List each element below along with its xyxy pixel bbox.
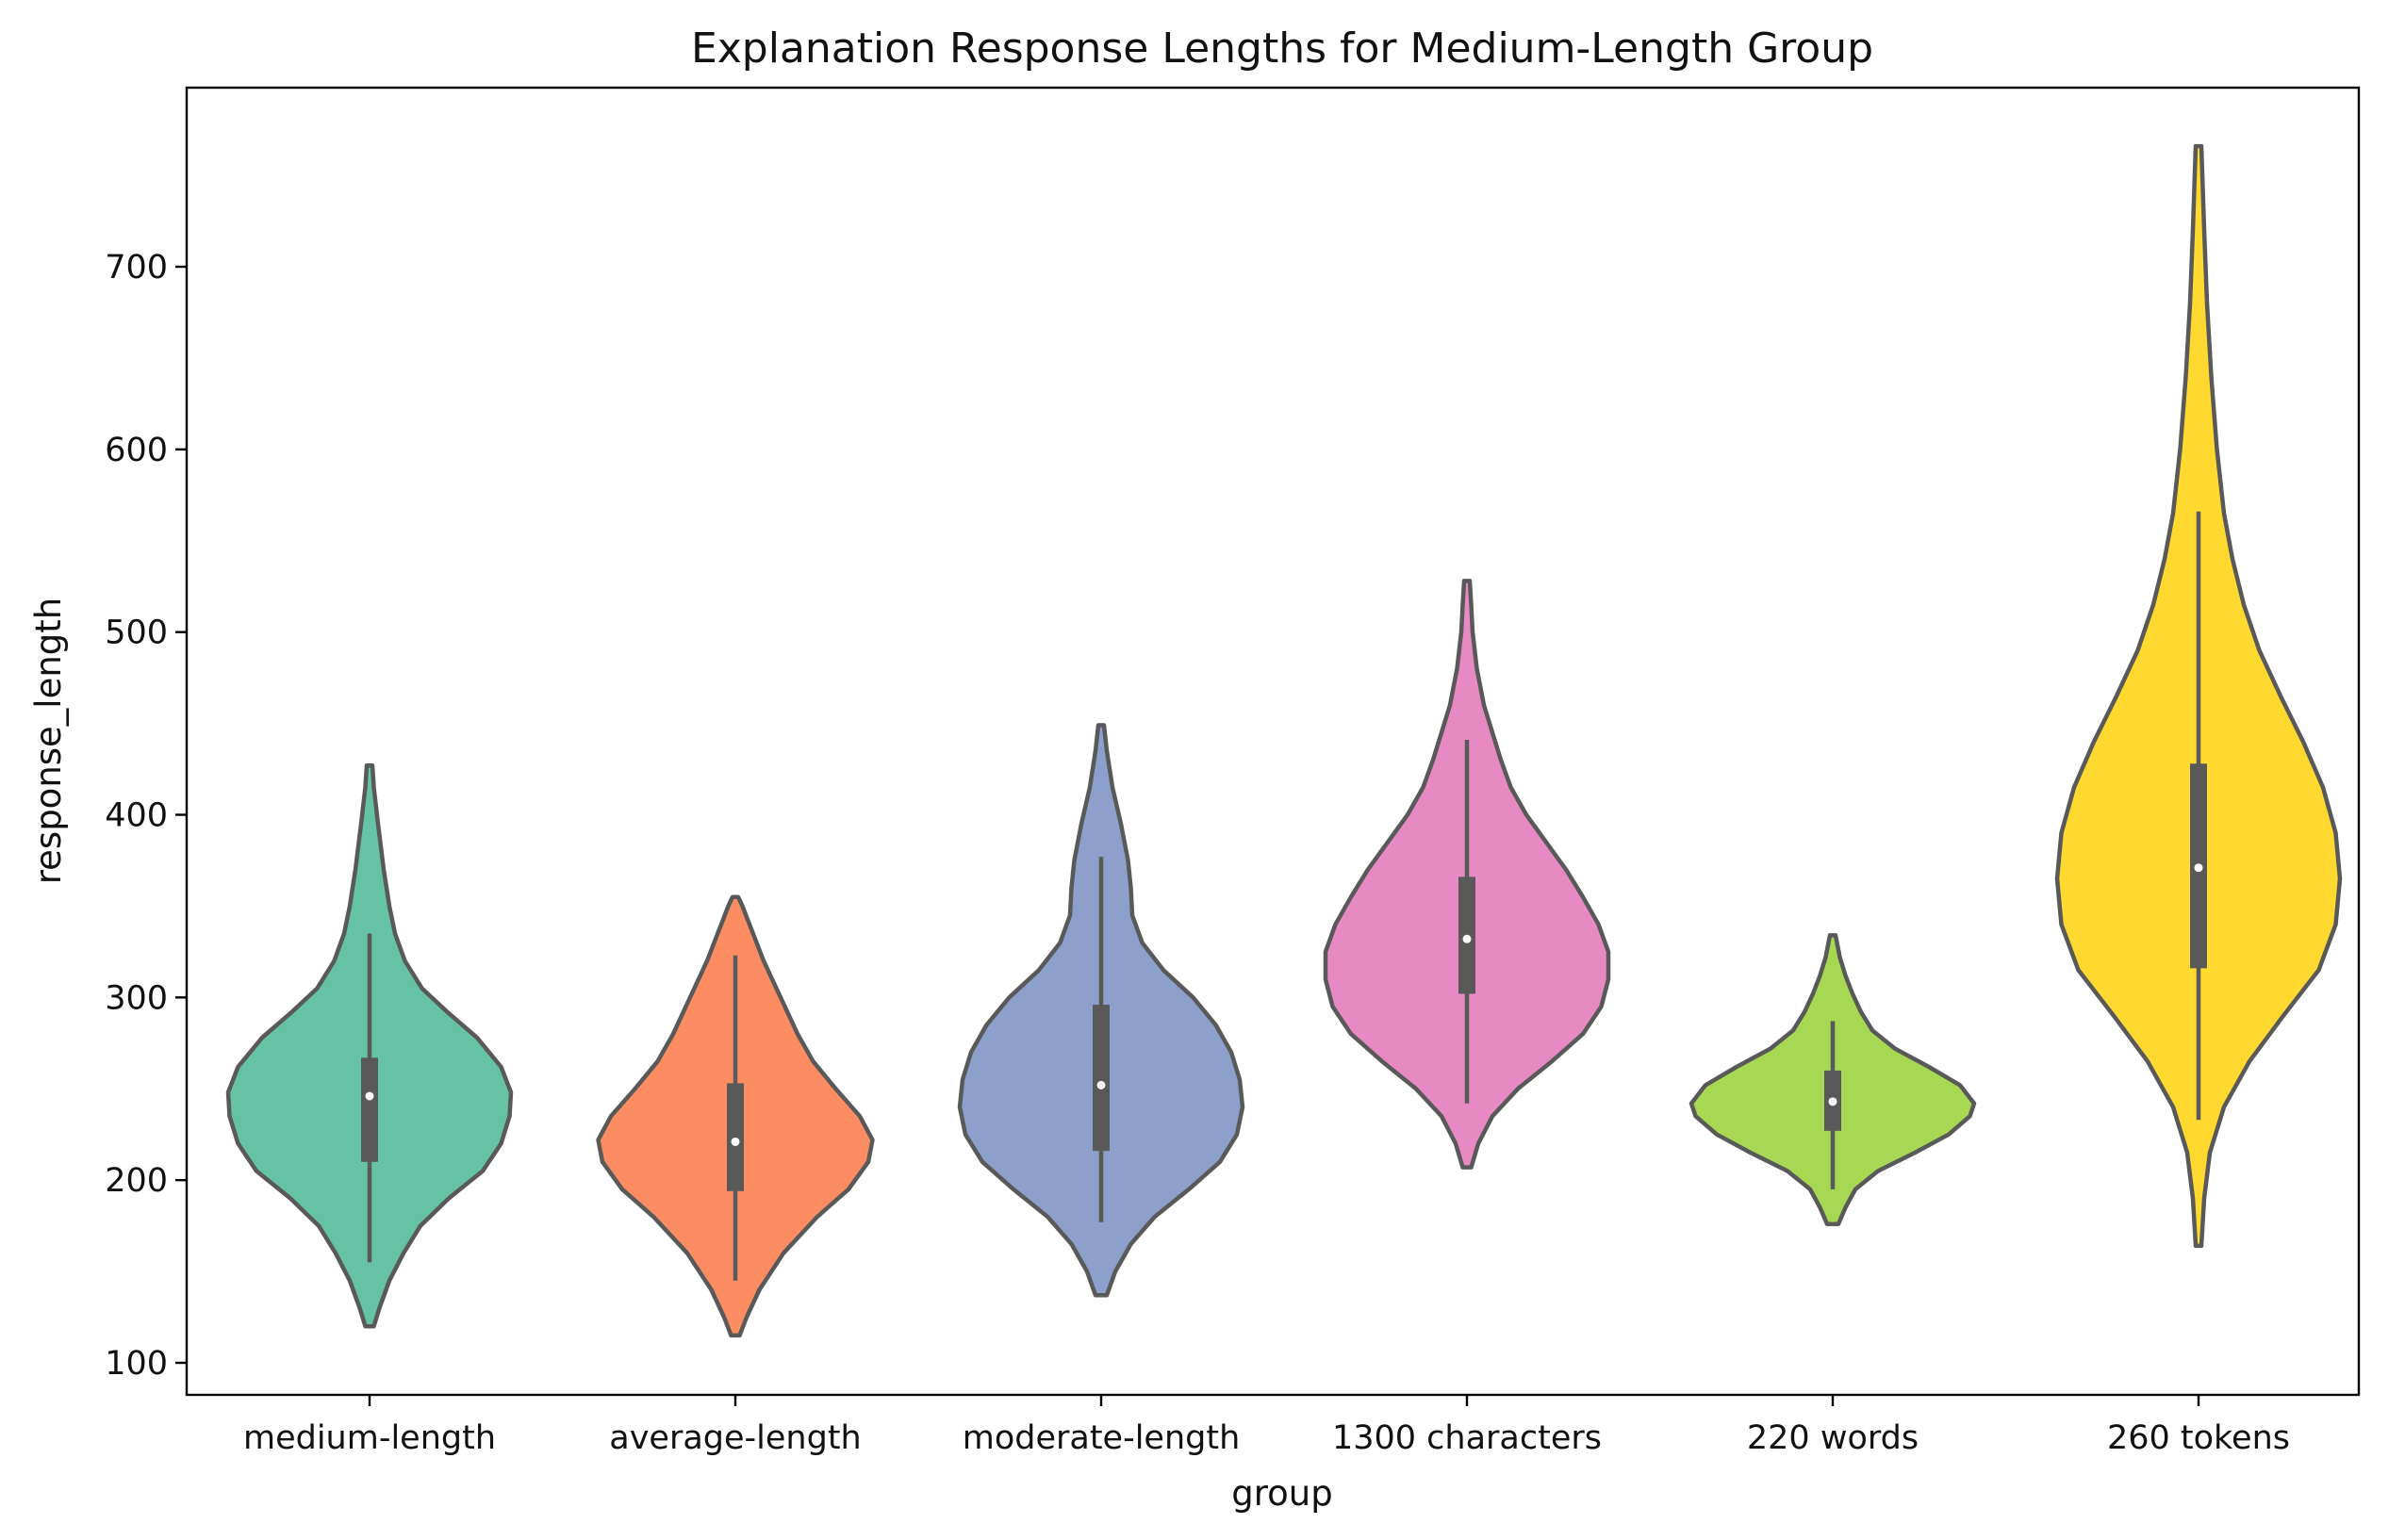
x-tick-label: 220 words [1747, 1419, 1919, 1457]
x-axis: medium-length average-length moderate-leng… [243, 1395, 2290, 1457]
x-tick-label: moderate-length [963, 1419, 1241, 1457]
x-tick-label: average-length [609, 1419, 861, 1457]
violin-median-dot [1096, 1080, 1106, 1089]
x-tick-label: 1300 characters [1332, 1419, 1602, 1457]
violin-1 [225, 762, 514, 1329]
y-tick-label: 500 [105, 614, 168, 652]
violin-iqr-box [727, 1083, 744, 1191]
violins-layer [225, 143, 2343, 1338]
violin-iqr-box [1093, 1005, 1110, 1152]
plot-frame [185, 86, 2361, 1397]
y-tick-label: 200 [105, 1162, 168, 1200]
y-tick-label: 100 [105, 1345, 168, 1383]
y-tick-label: 600 [105, 432, 168, 469]
violin-iqr-box [361, 1057, 378, 1162]
y-axis: 100 200 300 400 500 600 700 [105, 249, 187, 1383]
violin-4 [1323, 579, 1611, 1170]
violin-median-dot [1828, 1097, 1837, 1106]
violin-2 [596, 894, 875, 1338]
x-axis-label: group [1231, 1473, 1332, 1514]
y-tick-label: 700 [105, 249, 168, 287]
y-tick-label: 400 [105, 797, 168, 835]
y-axis-label: response_length [28, 598, 69, 885]
x-tick-label: medium-length [243, 1419, 496, 1457]
violin-median-dot [365, 1091, 374, 1101]
x-tick-label: 260 tokens [2107, 1419, 2290, 1457]
violin-6 [2054, 143, 2343, 1249]
violin-5 [1688, 933, 1977, 1226]
violin-median-dot [1462, 934, 1472, 943]
chart-title: Explanation Response Lengths for Medium-… [691, 25, 1873, 73]
violin-median-dot [731, 1137, 740, 1146]
violin-median-dot [2194, 863, 2203, 873]
violin-3 [957, 723, 1245, 1298]
y-tick-label: 300 [105, 979, 168, 1017]
